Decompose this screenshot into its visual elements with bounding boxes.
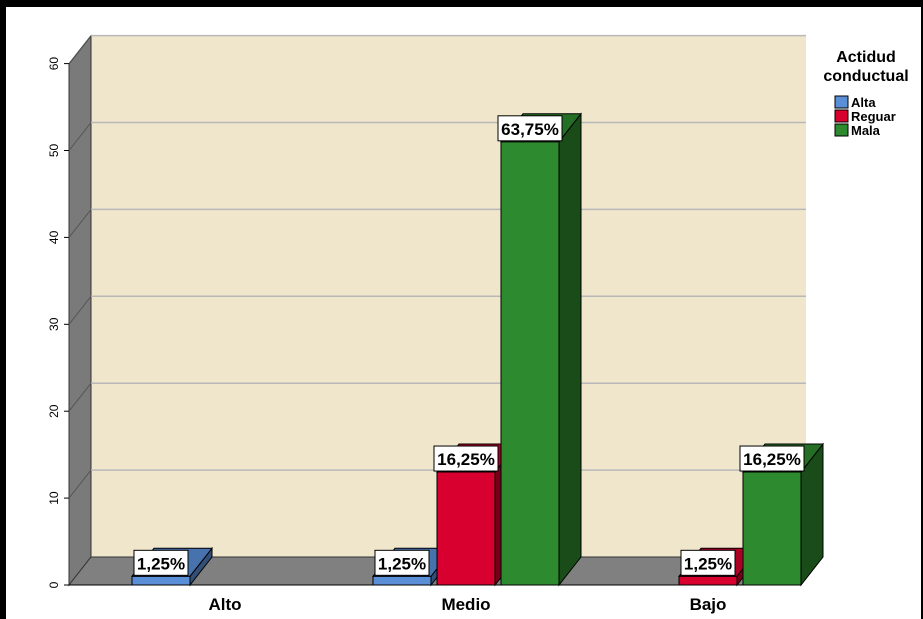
x-category-label-alto: Alto: [208, 595, 241, 614]
side-gridline-50: [68, 122, 92, 151]
bar-reguar-bajo-front: [678, 575, 738, 586]
side-gridline-20: [68, 382, 92, 412]
y-tick-label-50: 50: [47, 144, 61, 158]
bar-alta-alto-data-label: 1,25%: [137, 554, 185, 573]
bar-mala-medio: [499, 112, 583, 587]
side-gridline-60: [68, 35, 92, 64]
bar-mala-bajo-front: [742, 471, 802, 586]
legend-label-mala: Mala: [851, 123, 881, 138]
x-category-label-bajo: Bajo: [690, 595, 727, 614]
legend-swatch-alta: [834, 95, 849, 109]
legend-title-line-2: conductual: [823, 68, 908, 85]
legend-label-alta: Alta: [851, 95, 876, 110]
legend-label-reguar: Reguar: [851, 109, 896, 124]
bar-mala-medio-side: [558, 112, 582, 587]
side-gridline-10: [68, 469, 92, 499]
bar-reguar-medio-label-box: [433, 445, 499, 472]
x-category-label-medio: Medio: [441, 595, 490, 614]
legend-swatch-reguar: [834, 109, 849, 123]
bar-mala-bajo-label-box: [739, 445, 805, 472]
bar-alta-medio-front: [372, 575, 432, 586]
y-tick-label-60: 60: [47, 57, 61, 71]
bar-reguar-bajo-data-label: 1,25%: [684, 554, 732, 573]
y-tick-label-20: 20: [47, 404, 61, 418]
y-tick-label-0: 0: [47, 581, 61, 588]
bar-alta-alto-front: [131, 575, 191, 586]
legend-title-line-1: Actidud: [836, 49, 896, 66]
y-tick-label-40: 40: [47, 230, 61, 244]
bar-alta-alto-label-box: [133, 549, 189, 576]
legend-swatch-mala: [834, 123, 849, 137]
y-tick-label-10: 10: [47, 491, 61, 505]
bar-alta-medio-data-label: 1,25%: [378, 554, 426, 573]
bar-mala-medio-data-label: 63,75%: [501, 120, 559, 139]
bar-reguar-medio-data-label: 16,25%: [437, 450, 495, 469]
bar-reguar-bajo-label-box: [680, 549, 736, 576]
bar-mala-bajo-data-label: 16,25%: [743, 450, 801, 469]
bar-mala-medio-front: [500, 141, 560, 586]
bar-alta-medio-label-box: [374, 549, 430, 576]
side-gridline-30: [68, 295, 92, 325]
bar-mala-medio-label-box: [497, 115, 563, 142]
y-tick-label-30: 30: [47, 317, 61, 331]
side-gridline-40: [68, 209, 92, 238]
bar-reguar-medio-front: [436, 471, 496, 586]
